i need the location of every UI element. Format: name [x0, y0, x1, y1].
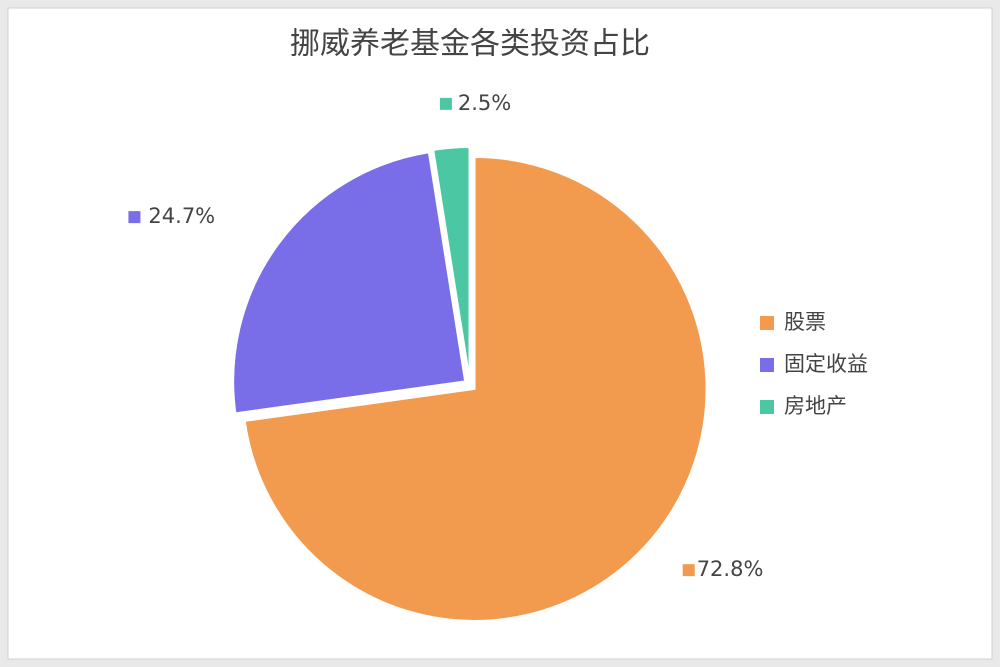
label-marker — [128, 211, 141, 224]
legend-swatch — [760, 316, 774, 330]
legend-label: 房地产 — [784, 394, 847, 418]
data-label: 72.8% — [697, 557, 764, 581]
legend-swatch — [760, 400, 774, 414]
data-label: 24.7% — [148, 204, 215, 228]
legend-swatch — [760, 358, 774, 372]
legend-label: 固定收益 — [784, 352, 868, 376]
pie-slice — [232, 151, 467, 415]
pie-slice — [432, 146, 471, 380]
data-label: 2.5% — [458, 91, 511, 115]
label-marker — [439, 97, 452, 110]
legend-label: 股票 — [784, 310, 826, 334]
pie-slice — [243, 155, 708, 622]
chart-title: 挪威养老基金各类投资占比 — [290, 27, 650, 62]
label-marker — [682, 564, 695, 577]
